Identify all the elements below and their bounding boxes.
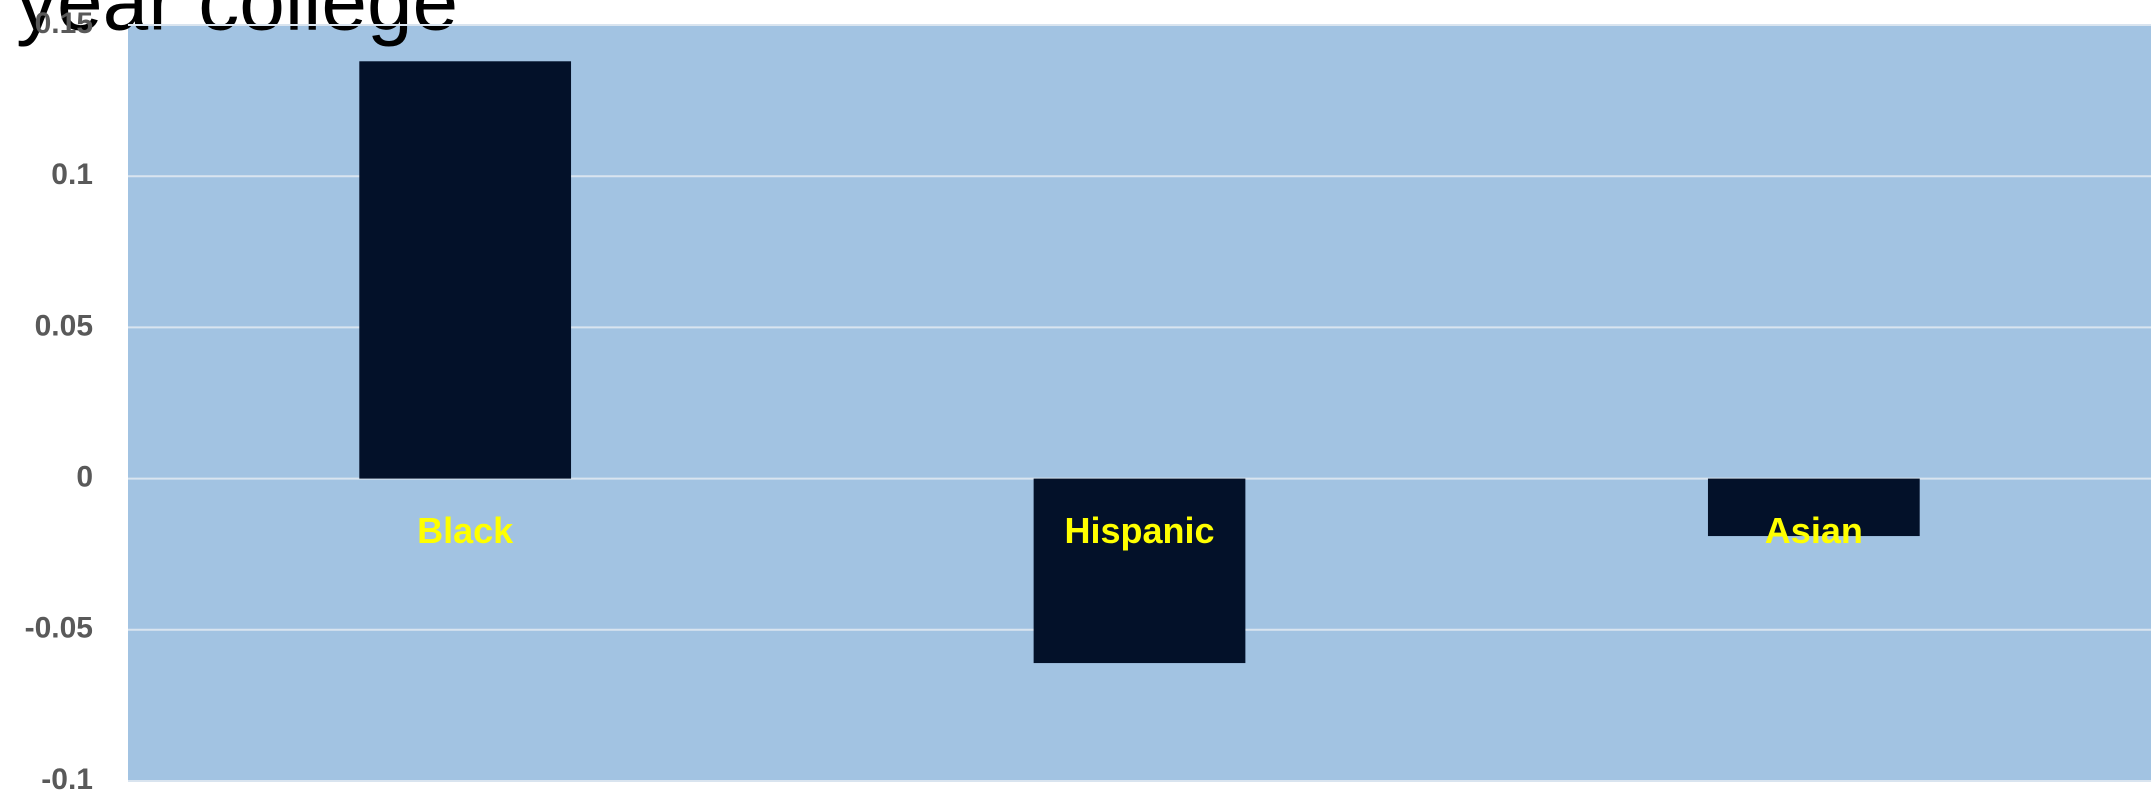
x-tick-label: Hispanic: [1064, 510, 1214, 551]
y-tick-label: -0.1: [41, 763, 93, 795]
y-tick-label: 0.05: [35, 309, 93, 342]
bar: [1033, 478, 1246, 664]
y-tick-label: 0: [76, 461, 93, 494]
bar: [1707, 478, 1920, 537]
x-tick-label: Black: [417, 510, 514, 551]
x-tick-label: Asian: [1765, 510, 1863, 551]
y-tick-label: -0.05: [25, 612, 93, 645]
chart-title: year college: [16, 0, 458, 48]
y-tick-label: 0.1: [51, 158, 93, 191]
y-tick-label: 0.15: [35, 7, 93, 40]
bar: [359, 61, 572, 479]
